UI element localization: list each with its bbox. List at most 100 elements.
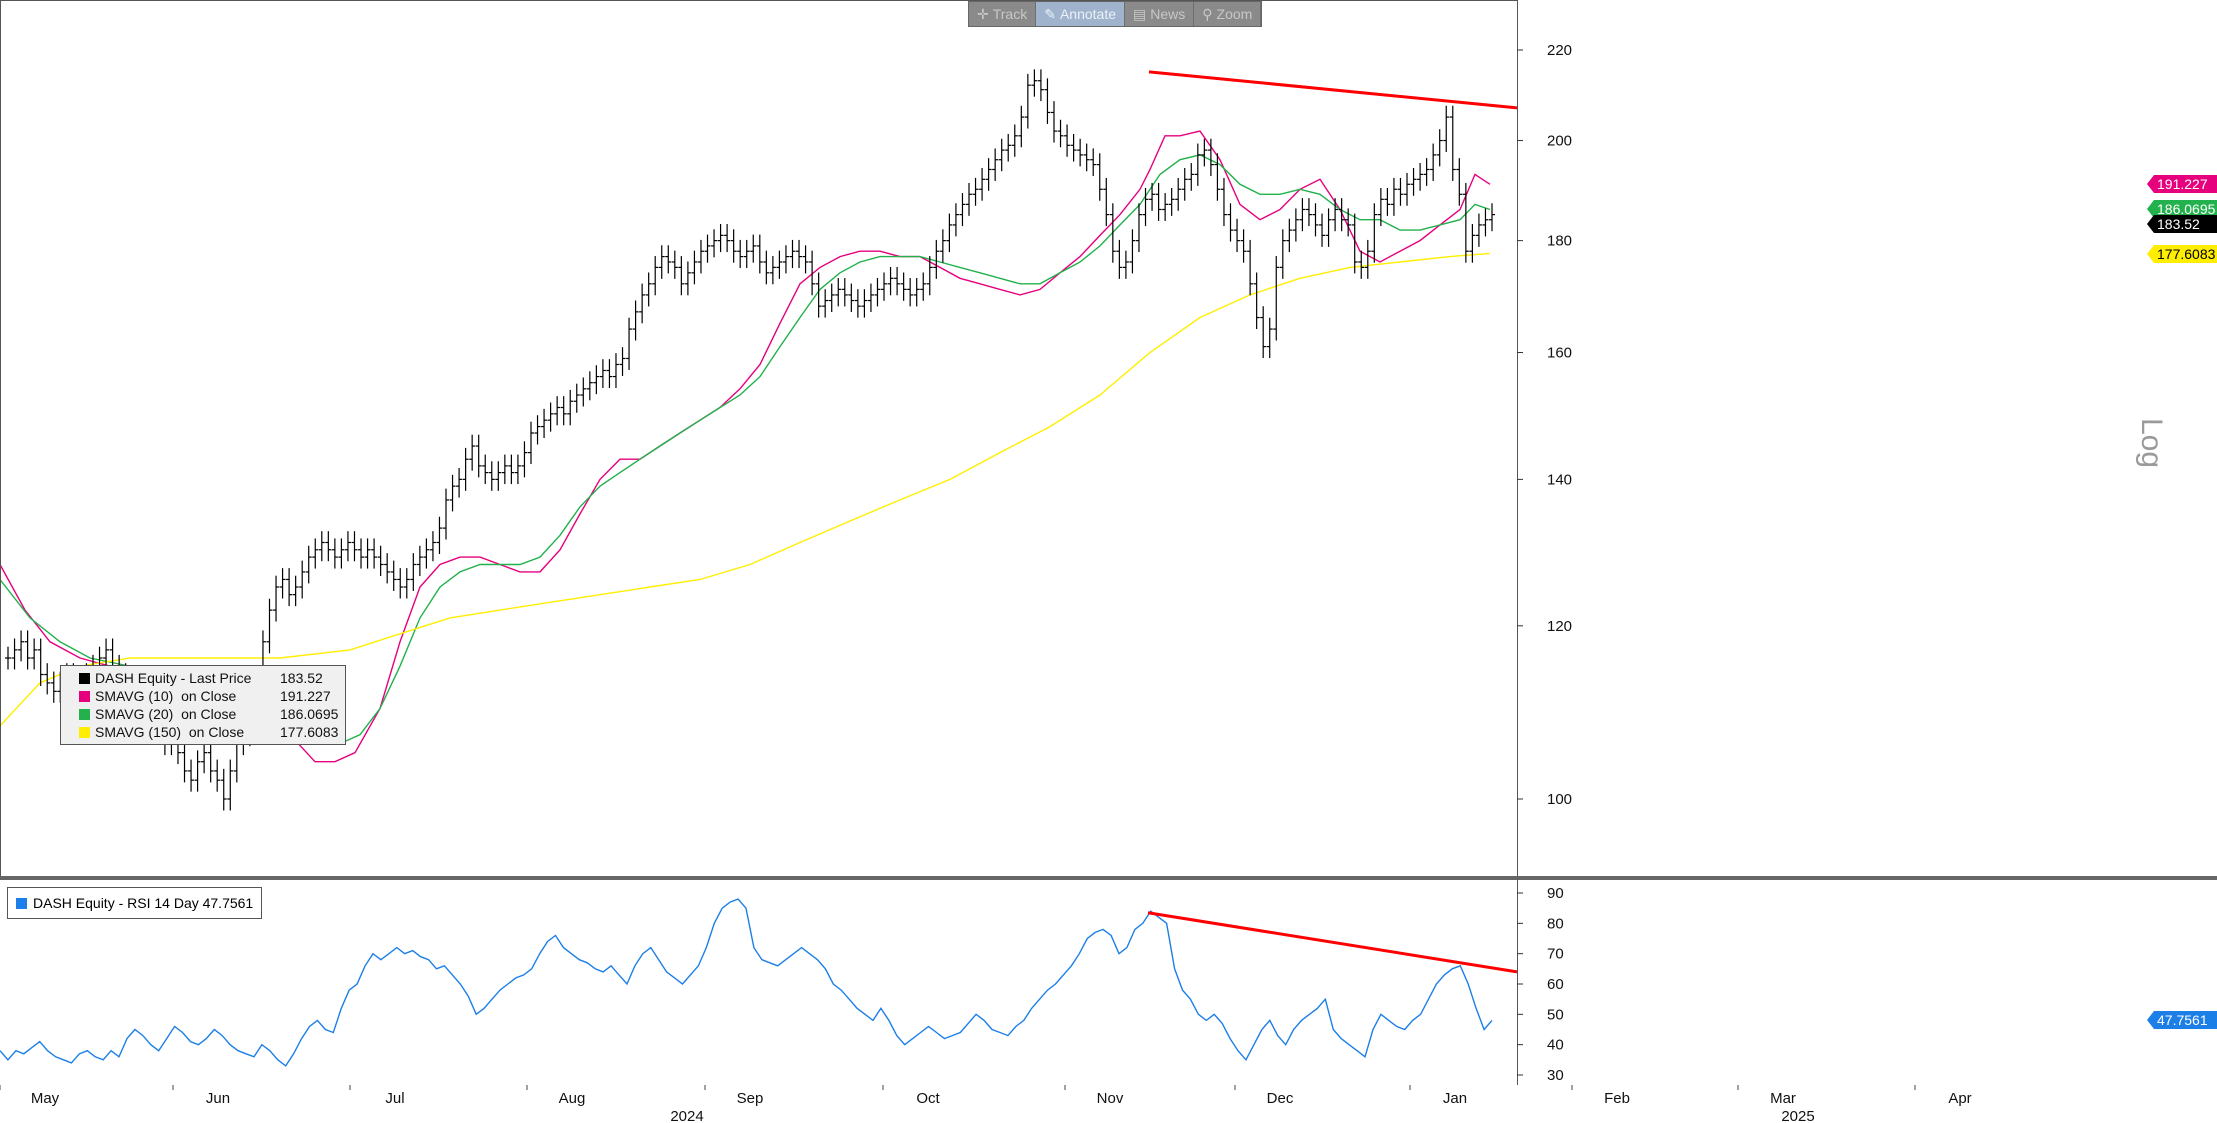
ohlc-bar (782, 245, 789, 274)
ohlc-bar (1279, 229, 1286, 279)
ohlc-bar (1214, 153, 1221, 201)
ohlc-bar (1397, 177, 1404, 206)
ohlc-bar (1005, 133, 1012, 162)
ohlc-bar (1332, 198, 1339, 232)
ohlc-bar (377, 545, 384, 576)
ohlc-bar (364, 538, 371, 569)
ohlc-bar (1325, 208, 1332, 247)
ohlc-bar (1384, 187, 1391, 216)
ohlc-bar (541, 408, 548, 439)
ohlc-bar (18, 630, 25, 662)
price-y-tick-label: 100 (1547, 791, 1572, 808)
ohlc-bar (946, 213, 953, 253)
toolbar-news-button[interactable]: ▤ News (1125, 2, 1195, 26)
ohlc-bar (678, 256, 685, 296)
ohlc-bar (390, 560, 397, 591)
price-panel-frame (0, 0, 1518, 877)
rsi-y-tick-label: 60 (1547, 976, 1564, 993)
rsi-trendline (1147, 911, 1518, 974)
ohlc-bar (593, 365, 600, 395)
toolbar-zoom-button[interactable]: ⚲ Zoom (1194, 2, 1262, 26)
ohlc-bar (397, 568, 404, 599)
ohlc-bar (1351, 213, 1358, 274)
news-icon: ▤ (1133, 5, 1147, 22)
toolbar-annotate-button[interactable]: ✎ Annotate (1036, 2, 1126, 26)
ohlc-bar (1149, 182, 1156, 211)
ohlc-bar (619, 347, 626, 376)
rsi-legend[interactable]: DASH Equity - RSI 14 Day 47.7561 (7, 887, 263, 919)
rsi-panel (0, 898, 1518, 1067)
x-month-label: Sep (737, 1090, 764, 1107)
ohlc-bar (691, 250, 698, 285)
ohlc-bar (769, 256, 776, 285)
ohlc-bar (626, 317, 633, 370)
sma-line (0, 154, 1491, 745)
ohlc-bar (554, 396, 561, 426)
price-y-tick-label: 220 (1547, 42, 1572, 59)
chart-toolbar: ✛ Track ✎ Annotate ▤ News ⚲ Zoom (968, 1, 1263, 27)
ohlc-bar (966, 182, 973, 216)
ohlc-bar (632, 300, 639, 341)
ohlc-bar (266, 598, 273, 654)
ohlc-bar (1489, 203, 1495, 232)
ohlc-bar (1410, 167, 1417, 196)
ohlc-bar (1044, 78, 1051, 124)
ohlc-bar (1070, 133, 1077, 162)
ohlc-bar (344, 531, 351, 562)
ohlc-bar (979, 167, 986, 201)
ohlc-bar (1266, 317, 1273, 359)
ohlc-bar (1090, 148, 1097, 177)
ohlc-bar (1312, 203, 1319, 237)
ohlc-bar (331, 538, 338, 569)
ohlc-bar (1475, 213, 1482, 247)
ohlc-bar (606, 359, 613, 389)
ohlc-bar (449, 474, 456, 512)
last-price-tag: 183.52 (2147, 215, 2217, 233)
legend-row-sma10: SMAVG (10) on Close 191.227 (61, 687, 345, 705)
ohlc-bar (776, 250, 783, 279)
ohlc-bar (972, 177, 979, 206)
legend-swatch (79, 672, 90, 684)
ohlc-bar (645, 272, 652, 307)
ohlc-bar (926, 256, 933, 296)
ohlc-bar (711, 229, 718, 258)
sma-line (0, 130, 1491, 763)
ohlc-bar (815, 272, 822, 318)
x-month-label: Nov (1097, 1090, 1124, 1107)
ohlc-bar (37, 638, 44, 686)
ohlc-bar (1482, 208, 1489, 237)
ohlc-bar (894, 266, 901, 296)
ohlc-bar (1024, 73, 1031, 129)
ohlc-bar (527, 421, 534, 465)
price-legend[interactable]: DASH Equity - Last Price 183.52 SMAVG (1… (60, 665, 346, 745)
ohlc-bar (1194, 143, 1201, 186)
ohlc-bar (1469, 224, 1476, 263)
ohlc-bar (580, 377, 587, 407)
ohlc-bar (828, 283, 835, 312)
ohlc-bar (907, 278, 914, 307)
ohlc-bar (358, 538, 365, 569)
ohlc-bar (1305, 198, 1312, 227)
ohlc-bar (1064, 124, 1071, 157)
ohlc-bar (24, 630, 31, 670)
ohlc-bar (665, 245, 672, 274)
ohlc-bar (214, 759, 221, 792)
sma20-value-tag: 186.0695 (2147, 200, 2217, 218)
ohlc-bar (1247, 239, 1254, 296)
ohlc-bar (1364, 239, 1371, 279)
ohlc-bar (475, 434, 482, 478)
ohlc-bar (488, 461, 495, 491)
ohlc-bar (573, 383, 580, 413)
ohlc-bar (534, 415, 541, 445)
ohlc-bar (31, 638, 38, 670)
ohlc-bar (612, 353, 619, 389)
ohlc-bar (567, 389, 574, 426)
ohlc-bar (789, 239, 796, 269)
ohlc-bar (325, 531, 332, 562)
ohlc-bar (1201, 138, 1208, 167)
ohlc-bar (1273, 256, 1280, 341)
ohlc-bar (724, 224, 731, 253)
ohlc-bar (1220, 177, 1227, 227)
toolbar-track-button[interactable]: ✛ Track (969, 2, 1037, 26)
